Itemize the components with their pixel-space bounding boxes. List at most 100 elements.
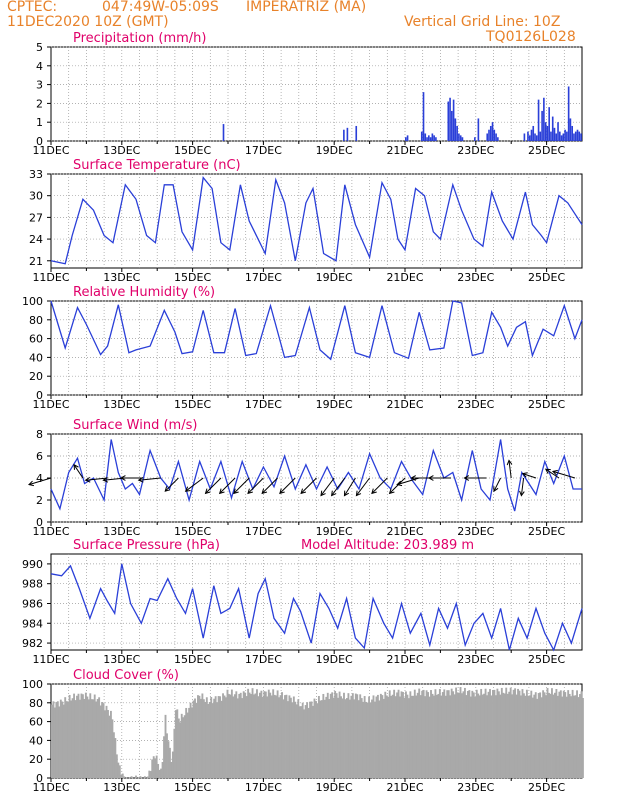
precip-bar xyxy=(433,135,435,141)
y-tick-label: 990 xyxy=(22,558,43,571)
y-tick-label: 0 xyxy=(36,135,43,148)
x-tick-label: 23DEC xyxy=(457,653,494,666)
precip-bar xyxy=(346,127,349,141)
cloud-bar xyxy=(527,695,530,778)
cloud-bar xyxy=(484,688,487,778)
y-tick-label: 60 xyxy=(29,333,43,346)
cloud-bar xyxy=(174,710,177,778)
x-tick-label: 23DEC xyxy=(457,781,494,794)
cloud-bar xyxy=(329,693,332,778)
cloud-bar xyxy=(205,697,208,778)
precip-bar xyxy=(428,135,430,141)
cloud-bar xyxy=(276,690,279,778)
cloud-bar xyxy=(441,692,444,778)
cloud-bar xyxy=(301,702,304,778)
x-tick-label: 19DEC xyxy=(316,144,353,157)
panel-title: Surface Wind (m/s) xyxy=(73,418,197,433)
wind-arrow-shaft xyxy=(545,468,560,479)
cloud-bar xyxy=(518,690,521,778)
cloud-bar xyxy=(194,698,196,778)
cloud-bar xyxy=(278,697,281,778)
cloud-bar xyxy=(372,695,375,778)
precip-bar xyxy=(527,131,529,141)
cloud-bar xyxy=(107,710,109,778)
wind-arrow-head xyxy=(137,476,144,483)
wind-arrow-head xyxy=(521,472,528,478)
cloud-bar xyxy=(381,695,384,778)
cloud-bar xyxy=(176,709,179,778)
precip-bar xyxy=(573,133,575,141)
x-tick-label: 11DEC xyxy=(32,271,69,284)
cloud-bar xyxy=(111,719,114,778)
wind-arrow-head xyxy=(427,475,434,481)
x-tick-label: 25DEC xyxy=(528,144,565,157)
wind-arrow-head xyxy=(506,459,513,466)
cloud-bar xyxy=(447,690,450,778)
cloud-bar xyxy=(437,693,440,778)
cloud-bar xyxy=(146,776,149,778)
cloud-bar xyxy=(248,692,251,778)
cloud-bar xyxy=(418,688,421,778)
cloud-bar xyxy=(506,693,509,778)
cloud-bar xyxy=(452,691,455,778)
cloud-bar xyxy=(549,693,552,778)
cloud-bar xyxy=(247,688,250,778)
cloud-bar xyxy=(169,747,171,778)
cloud-bar xyxy=(171,751,174,778)
cloud-bar xyxy=(242,691,245,778)
cloud-bar xyxy=(53,707,56,778)
y-tick-label: 0 xyxy=(36,516,43,529)
cloud-bar xyxy=(223,695,226,778)
cloud-bar xyxy=(323,699,326,778)
cloud-bar xyxy=(74,700,77,778)
cloud-bar xyxy=(400,691,403,778)
cloud-bar xyxy=(525,689,528,778)
cloud-bar xyxy=(528,695,531,778)
cloud-bar xyxy=(202,699,205,778)
cloud-bar xyxy=(261,696,264,778)
cloud-bar xyxy=(269,692,272,778)
x-tick-label: 21DEC xyxy=(386,781,423,794)
cloud-bar xyxy=(580,691,583,778)
cloud-bar xyxy=(413,689,416,778)
precip-bar xyxy=(537,99,540,141)
cloud-bar xyxy=(582,698,584,778)
wind-arrow-shaft xyxy=(300,477,317,494)
cloud-bar xyxy=(130,776,133,778)
y-tick-label: 982 xyxy=(22,637,43,650)
cloud-bar xyxy=(568,693,571,778)
cloud-bar xyxy=(474,696,477,778)
cloud-bar xyxy=(343,692,345,778)
y-tick-label: 33 xyxy=(29,168,43,181)
cloud-bar xyxy=(477,693,480,778)
cloud-bar xyxy=(487,691,490,778)
cloud-bar xyxy=(499,694,502,778)
cloud-bar xyxy=(213,698,216,778)
cloud-bar xyxy=(230,689,233,778)
y-tick-label: 24 xyxy=(29,233,43,246)
precip-bar xyxy=(454,118,457,141)
cloud-bar xyxy=(359,694,362,778)
cloud-bar xyxy=(83,698,86,778)
wind-arrow-shaft xyxy=(85,477,108,481)
wind-arrow-head xyxy=(519,490,525,497)
cloud-bar xyxy=(540,697,543,778)
precip-bar xyxy=(535,135,538,141)
y-tick-label: 20 xyxy=(29,753,43,766)
cloud-bar xyxy=(500,687,503,778)
precip-bar xyxy=(580,133,582,141)
cloud-bar xyxy=(564,692,567,778)
cloud-bar xyxy=(123,776,126,778)
wind-arrow-head xyxy=(279,488,285,495)
cloud-bar xyxy=(552,694,555,778)
precip-bar xyxy=(564,129,566,141)
wind-arrow-shaft xyxy=(205,477,222,494)
panel-title: Relative Humidity (%) xyxy=(73,285,215,300)
cloud-bar xyxy=(89,693,92,778)
cloud-bar xyxy=(503,693,506,778)
cloud-bar xyxy=(350,695,353,778)
cloud-bar xyxy=(542,690,545,778)
cloud-bar xyxy=(356,694,359,778)
cloud-bar xyxy=(523,693,525,778)
